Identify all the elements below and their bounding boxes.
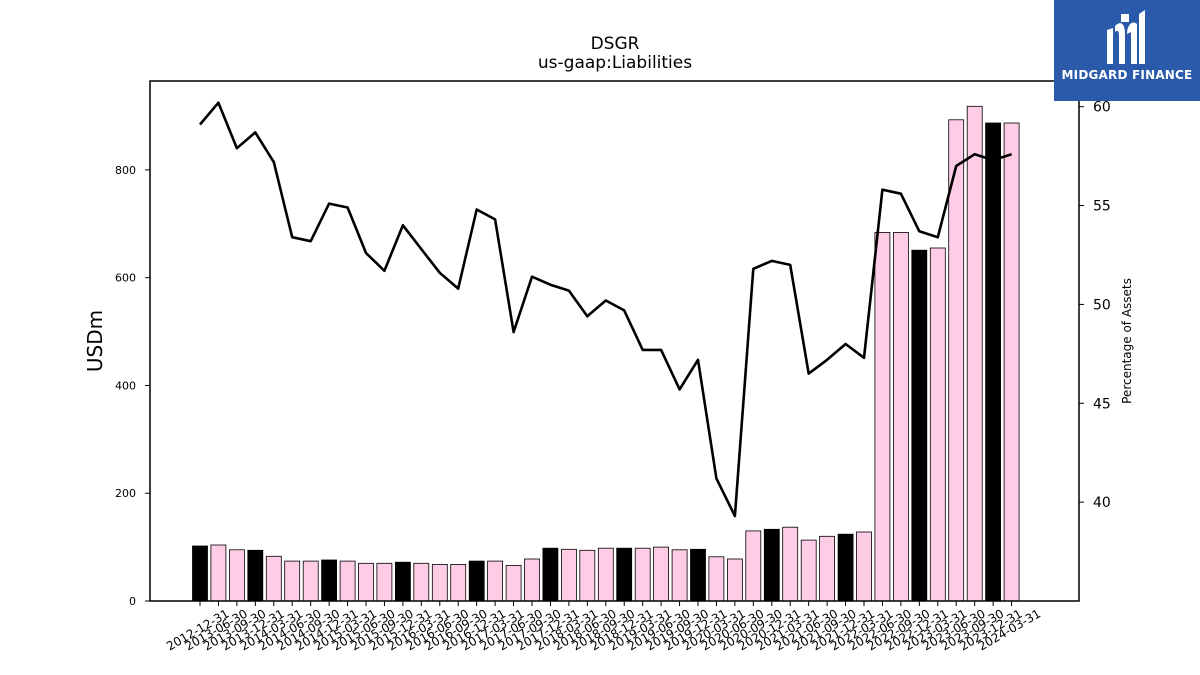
bar-2014-12-31 (339, 560, 356, 602)
right-tick-label: 55 (1093, 199, 1111, 215)
bar-2017-03-31 (505, 565, 522, 602)
bar-2013-03-31 (210, 544, 227, 602)
bar-series (192, 105, 1020, 602)
bar-2022-09-30 (911, 249, 928, 602)
bar-2020-09-30 (763, 528, 780, 602)
bar-2022-06-30 (893, 231, 909, 602)
bar-2020-06-30 (745, 530, 762, 602)
right-tick-label: 50 (1093, 297, 1111, 313)
bar-2015-06-30 (376, 562, 393, 602)
bar-2019-09-30 (690, 548, 706, 602)
bar-2019-12-31 (708, 556, 725, 602)
bar-2018-09-30 (616, 547, 633, 602)
left-tick-label: 200 (115, 487, 136, 500)
bar-2023-09-30 (985, 122, 1001, 602)
chart-title: DSGR (591, 34, 640, 54)
right-axis: 40 45 50 55 60 (1079, 100, 1111, 511)
bar-2015-09-30 (394, 561, 411, 602)
right-tick-label: 60 (1093, 100, 1111, 116)
bar-2014-09-30 (321, 559, 338, 602)
bar-2018-03-31 (579, 549, 596, 602)
brand-mark-icon (1107, 10, 1145, 64)
bar-2014-06-30 (302, 560, 319, 602)
bar-2013-12-31 (265, 555, 282, 602)
brand-logo: MIDGARD FINANCE (1054, 0, 1200, 101)
chart-subtitle: us-gaap:Liabilities (538, 53, 692, 73)
bar-2016-09-30 (468, 560, 485, 602)
bar-2023-12-31 (1003, 122, 1020, 602)
bar-2021-03-31 (800, 539, 817, 602)
bar-2013-09-30 (247, 549, 264, 602)
brand-name: MIDGARD FINANCE (1061, 68, 1193, 82)
bar-2019-03-31 (653, 546, 669, 602)
left-axis-label: USDm (83, 310, 107, 372)
bar-2017-12-31 (561, 548, 577, 602)
left-tick-label: 800 (115, 164, 136, 177)
right-tick-label: 40 (1093, 495, 1111, 511)
bar-2022-12-31 (929, 247, 946, 602)
right-tick-label: 45 (1093, 396, 1111, 412)
bar-2014-03-31 (284, 560, 301, 602)
left-tick-label: 600 (115, 272, 136, 285)
bar-2019-06-30 (671, 549, 688, 602)
bar-2016-03-31 (431, 564, 448, 602)
bar-2015-03-31 (358, 562, 374, 602)
bar-2021-06-30 (819, 535, 835, 602)
bar-2020-03-31 (727, 558, 743, 602)
percentage-line (199, 101, 1012, 518)
bar-2018-12-31 (634, 547, 651, 602)
bar-2021-12-31 (856, 531, 872, 602)
bar-2018-06-30 (597, 547, 614, 602)
left-tick-label: 0 (129, 595, 136, 608)
right-axis-label: Percentage of Assets (1120, 278, 1134, 404)
bar-2012-12-31 (192, 545, 208, 602)
bar-2017-06-30 (524, 558, 540, 602)
chart-title-group: DSGR us-gaap:Liabilities (538, 34, 692, 73)
bar-2023-06-30 (966, 105, 983, 602)
bar-2016-12-31 (487, 560, 504, 602)
bar-2023-03-31 (948, 119, 965, 602)
bar-2016-06-30 (450, 564, 467, 602)
x-axis: 2012-12-312013-06-302013-09-302013-12-31… (164, 601, 1043, 653)
bar-2020-12-31 (782, 526, 799, 602)
plot-frame (149, 80, 1080, 602)
left-axis: 0 200 400 600 800 (115, 164, 150, 608)
bar-2022-03-31 (874, 231, 891, 602)
bar-2017-09-30 (542, 547, 559, 602)
bar-2013-06-30 (228, 549, 245, 602)
bar-2021-09-30 (837, 533, 854, 602)
line-series (199, 101, 1012, 518)
left-tick-label: 400 (115, 379, 136, 392)
bar-2015-12-31 (413, 562, 430, 602)
